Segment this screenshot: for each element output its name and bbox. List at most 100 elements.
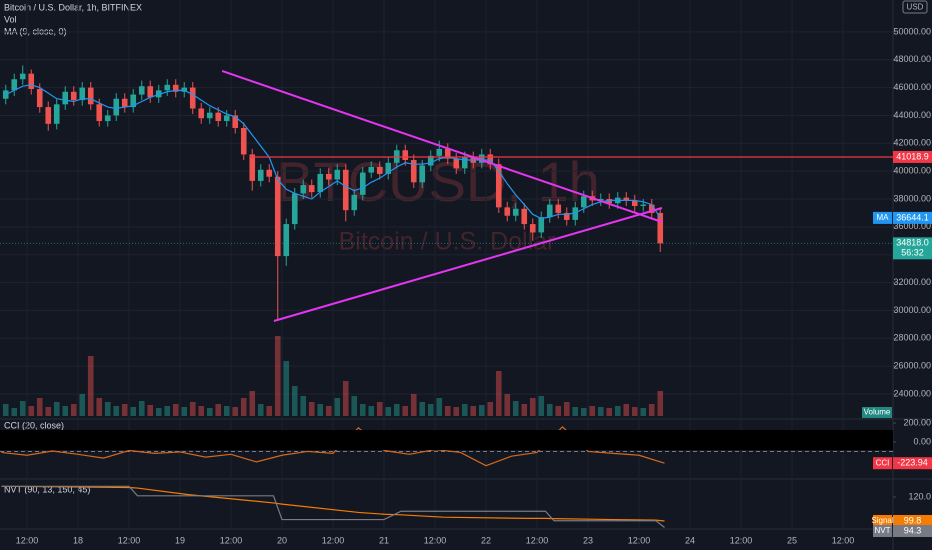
candle-body [478,154,485,163]
x-tick-label: 18 [73,535,83,545]
y-tick-label: 120.0 [908,491,931,501]
candle-body [597,199,604,201]
x-tick-label: 23 [583,535,593,545]
volume-bar [623,404,630,416]
currency-box[interactable] [902,0,928,14]
price-tag [893,237,932,260]
volume-bar [648,404,655,416]
tag-name-box [873,524,892,537]
volume-bar [529,398,536,416]
candle-body [461,157,468,169]
x-tick-label: 12:00 [832,535,855,545]
volume-bar [257,404,264,416]
candle-body [164,84,171,91]
y-tick-label: 38000.00 [893,193,931,203]
nvt-title: NVT (90, 13, 150, 45) [4,484,90,494]
candle-body [300,185,307,194]
x-tick-label: 12:00 [628,535,651,545]
volume-bar [580,408,587,416]
candle-body [512,208,519,216]
volume-bar [453,407,460,416]
y-tick-label: 46000.00 [893,82,931,92]
x-tick-label: 12:00 [118,535,141,545]
volume-bar [11,408,18,416]
volume-bar [461,404,468,416]
price-tag [893,524,932,537]
y-tick-label: 26000.00 [893,361,931,371]
indicator-line [1,485,665,528]
candle-body [419,165,426,183]
volume-bar [589,406,596,416]
volume-tag: Volume [864,408,891,417]
y-tick-label: 50000.00 [893,26,931,36]
candle-body [181,87,188,92]
candle-body [113,98,120,116]
volume-bar [368,406,375,416]
candle-body [87,87,94,105]
price-tag [893,457,932,470]
candle-body [351,194,358,211]
candle-body [232,115,239,128]
candle-body [427,155,434,166]
candle-body [147,86,154,98]
volume-bar [104,402,111,416]
volume-bar [223,406,230,416]
x-tick-label: 12:00 [322,535,345,545]
candle-body [606,199,613,204]
tag-name-box [873,457,892,470]
y-tick-label: 0.00 [913,436,931,446]
tag-name: CCI [876,458,890,467]
volume-bar [266,406,273,416]
volume-bar [96,398,103,416]
candle-body [563,212,570,220]
volume-bar [130,407,137,416]
volume-bar [657,391,664,416]
volume-bar [181,407,188,416]
candle-body [317,173,324,193]
volume-bar [300,396,307,416]
candle-body [283,224,290,257]
volume-bar [376,402,383,416]
volume-bar [274,336,281,416]
volume-bar [410,394,417,416]
candle-body [325,173,332,180]
x-tick-label: 25 [787,535,797,545]
watermark-subtitle: Bitcoin / U.S. Dollar [339,228,556,256]
volume-bar [538,396,545,416]
y-tick-label: 44000.00 [893,110,931,120]
volume-bar [521,404,528,416]
trendline [273,207,663,322]
volume-bar [215,404,222,416]
candle-body [368,166,375,173]
candle-body [359,172,366,195]
x-tick-label: 12:00 [424,535,447,545]
candle-body [623,197,630,201]
volume-bar [317,404,324,416]
candle-body [385,162,392,174]
candle-body [402,150,409,161]
x-tick-label: 20 [277,535,287,545]
candle-body [206,112,213,119]
candle-body [96,104,103,122]
candle-body [189,87,196,109]
volume-bar [138,401,145,416]
candle-body [631,200,638,206]
symbol-title: Bitcoin / U.S. Dollar, 1h, BITFINEX [4,2,142,12]
x-tick-label: 22 [481,535,491,545]
volume-bar [308,402,315,416]
volume-bar [597,407,604,416]
candle-body [291,193,298,225]
cci-title: CCI (20, close) [4,420,64,430]
candle-body [308,185,315,193]
volume-bar [45,407,52,416]
volume-bar [631,407,638,416]
candle-body [2,90,9,99]
candle-body [249,154,256,181]
volume-bar [79,394,86,416]
x-tick-label: 24 [685,535,695,545]
y-tick-label: 30000.00 [893,305,931,315]
price-tag-value: 99.8 [904,515,922,525]
candle-body [444,148,451,159]
currency[interactable]: USD [907,3,924,12]
volume-bar [351,396,358,416]
